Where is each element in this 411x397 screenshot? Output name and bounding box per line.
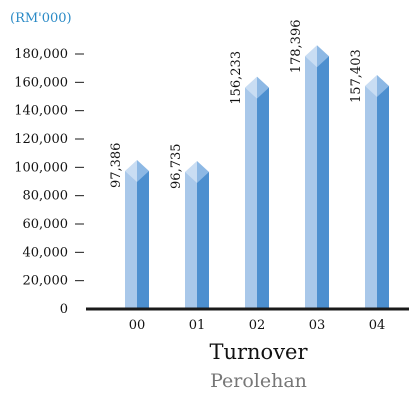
- x-tick-label: 00: [129, 318, 146, 333]
- y-tick-label: 120,000: [14, 132, 68, 147]
- y-tick-label: 20,000: [23, 274, 69, 289]
- x-tick-label: 04: [369, 318, 386, 333]
- chart-title-text: Turnover: [209, 340, 308, 364]
- bar-right-face: [257, 87, 269, 309]
- y-tick-label: 40,000: [23, 245, 69, 260]
- bar-top-right: [137, 160, 149, 183]
- bar-top-left: [305, 45, 317, 68]
- unit-label: (RM'000): [10, 11, 72, 26]
- bar-left-face: [125, 171, 137, 309]
- y-tick-label: 100,000: [14, 160, 68, 175]
- bar-top-right: [377, 75, 389, 98]
- bar-right-face: [137, 171, 149, 309]
- chart-subtitle-text: Perolehan: [210, 370, 307, 392]
- bar-top-left: [245, 76, 257, 99]
- x-tick-label: 02: [249, 318, 266, 333]
- bar-top-right: [257, 76, 269, 99]
- y-tick-label: 80,000: [23, 189, 69, 204]
- bar-value-label: 96,735: [169, 143, 184, 189]
- bar-right-face: [377, 86, 389, 309]
- y-tick-label: 140,000: [14, 104, 68, 119]
- bar-right-face: [197, 171, 209, 309]
- bar-value-label: 97,386: [109, 143, 124, 189]
- bar-top-left: [185, 160, 197, 183]
- y-tick-label: 60,000: [23, 217, 69, 232]
- bar-top-right: [197, 160, 209, 183]
- x-tick-label: 03: [309, 318, 326, 333]
- bar-top-right: [317, 45, 329, 68]
- x-tick-label: 01: [189, 318, 206, 333]
- bar-top-left: [365, 75, 377, 98]
- y-tick-label: 160,000: [14, 75, 68, 90]
- bar-value-label: 178,396: [289, 20, 304, 74]
- bar-left-face: [365, 86, 377, 309]
- chart-title: Turnover: [0, 340, 411, 364]
- bar-value-label: 157,403: [349, 49, 364, 103]
- y-tick-label: 0: [60, 302, 68, 317]
- bar-left-face: [185, 171, 197, 309]
- bar-top-left: [125, 160, 137, 183]
- bar-left-face: [245, 87, 257, 309]
- y-tick-label: 180,000: [14, 47, 68, 62]
- bar-right-face: [317, 56, 329, 309]
- chart-subtitle: Perolehan: [0, 370, 411, 392]
- bar-left-face: [305, 56, 317, 309]
- bar-value-label: 156,233: [229, 51, 244, 105]
